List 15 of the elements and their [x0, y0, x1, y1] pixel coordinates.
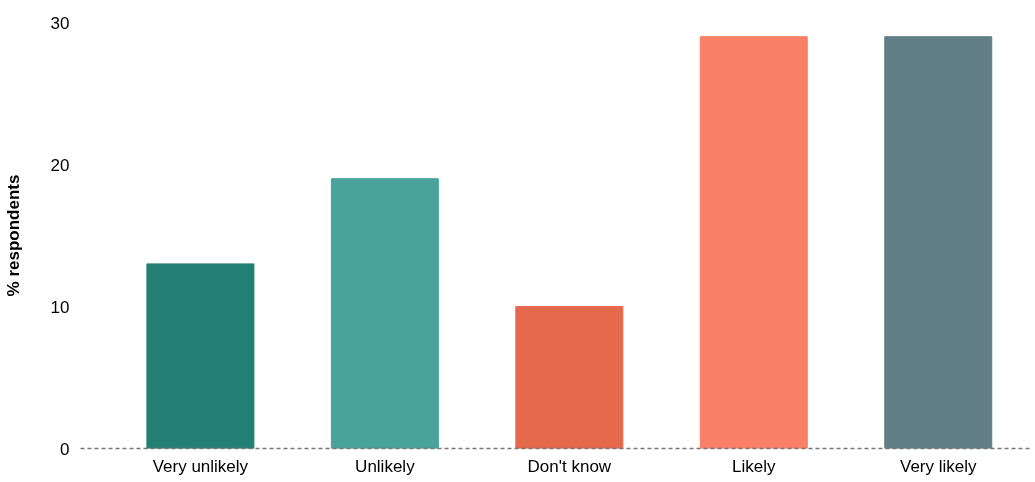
x-tick-label: Unlikely [355, 456, 416, 476]
x-tick-label: Very unlikely [152, 456, 249, 476]
bar [699, 36, 808, 449]
y-tick-label: 20 [50, 155, 70, 175]
bar [146, 263, 255, 449]
y-tick-label: 10 [50, 297, 70, 317]
bar [515, 306, 624, 449]
bar [330, 178, 439, 449]
x-tick-label: Very likely [900, 456, 978, 476]
y-tick-label: 0 [60, 439, 70, 459]
x-tick-label: Likely [732, 456, 777, 476]
x-tick-label: Don't know [527, 456, 612, 476]
y-axis-title: % respondents [3, 174, 23, 297]
y-tick-label: 30 [50, 13, 70, 33]
bar [884, 36, 993, 449]
